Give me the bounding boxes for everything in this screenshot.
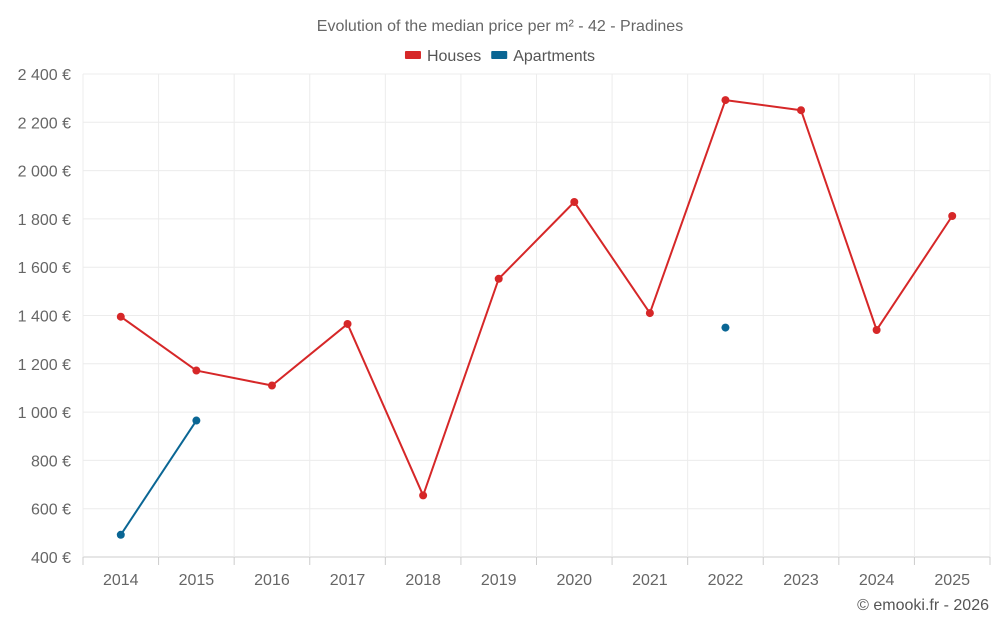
x-tick-label: 2015 (179, 572, 215, 589)
data-point-houses-2015[interactable] (192, 366, 201, 375)
x-tick-label: 2021 (632, 572, 668, 589)
data-point-houses-2020[interactable] (570, 197, 579, 206)
legend-swatch-houses (404, 51, 421, 59)
y-tick-label: 2 200 € (18, 115, 71, 132)
legend-item-apartments[interactable]: Apartments (491, 48, 595, 65)
x-tick-label: 2023 (783, 572, 819, 589)
y-tick-label: 2 000 € (18, 164, 71, 181)
y-tick-label: 1 400 € (18, 309, 71, 326)
data-point-houses-2024[interactable] (872, 325, 881, 334)
grid (82, 73, 991, 565)
data-point-apartments-2015[interactable] (192, 416, 201, 425)
y-tick-label: 1 200 € (18, 357, 71, 374)
data-point-houses-2022[interactable] (721, 96, 730, 105)
legend: Houses Apartments (404, 48, 595, 65)
series-line-houses (120, 99, 954, 497)
x-tick-label: 2020 (556, 572, 592, 589)
credit-text: © emooki.fr - 2026 (857, 597, 989, 614)
data-point-apartments-2014[interactable] (116, 530, 125, 539)
x-axis: 2014 2015 2016 2017 2018 2019 2020 2021 2022 2023… (103, 572, 970, 589)
data-point-houses-2014[interactable] (116, 312, 125, 321)
y-tick-label: 800 € (31, 453, 71, 470)
series-line-apartments (121, 328, 726, 535)
legend-label-apartments: Apartments (513, 48, 595, 65)
x-tick-label: 2014 (103, 572, 139, 589)
data-point-houses-2023[interactable] (797, 106, 806, 115)
x-tick-label: 2022 (708, 572, 744, 589)
series-apartments (116, 323, 730, 539)
data-point-apartments-2022[interactable] (721, 323, 730, 332)
y-tick-label: 1 000 € (18, 405, 71, 422)
y-tick-label: 600 € (31, 502, 71, 519)
y-axis: 400 € 600 € 800 € 1 000 € 1 200 € 1 400 € 1 60… (18, 67, 71, 567)
data-point-houses-2017[interactable] (343, 319, 352, 328)
legend-label-houses: Houses (427, 48, 481, 65)
data-point-houses-2016[interactable] (267, 381, 276, 390)
series-houses (116, 96, 957, 500)
legend-swatch-apartments (491, 51, 508, 59)
legend-item-houses[interactable]: Houses (404, 48, 481, 65)
x-tick-label: 2024 (859, 572, 895, 589)
x-tick-label: 2018 (405, 572, 441, 589)
y-tick-label: 400 € (31, 550, 71, 567)
data-point-houses-2021[interactable] (645, 309, 654, 318)
data-point-houses-2018[interactable] (419, 491, 428, 500)
y-tick-label: 1 600 € (18, 260, 71, 277)
x-tick-label: 2016 (254, 572, 290, 589)
y-tick-label: 2 400 € (18, 67, 71, 84)
series-layer (116, 96, 957, 539)
y-tick-label: 1 800 € (18, 212, 71, 229)
data-point-houses-2019[interactable] (494, 274, 503, 283)
x-tick-label: 2025 (934, 572, 970, 589)
x-tick-label: 2019 (481, 572, 517, 589)
data-point-houses-2025[interactable] (948, 212, 957, 221)
chart-title: Evolution of the median price per m² - 4… (317, 18, 683, 35)
x-tick-label: 2017 (330, 572, 366, 589)
